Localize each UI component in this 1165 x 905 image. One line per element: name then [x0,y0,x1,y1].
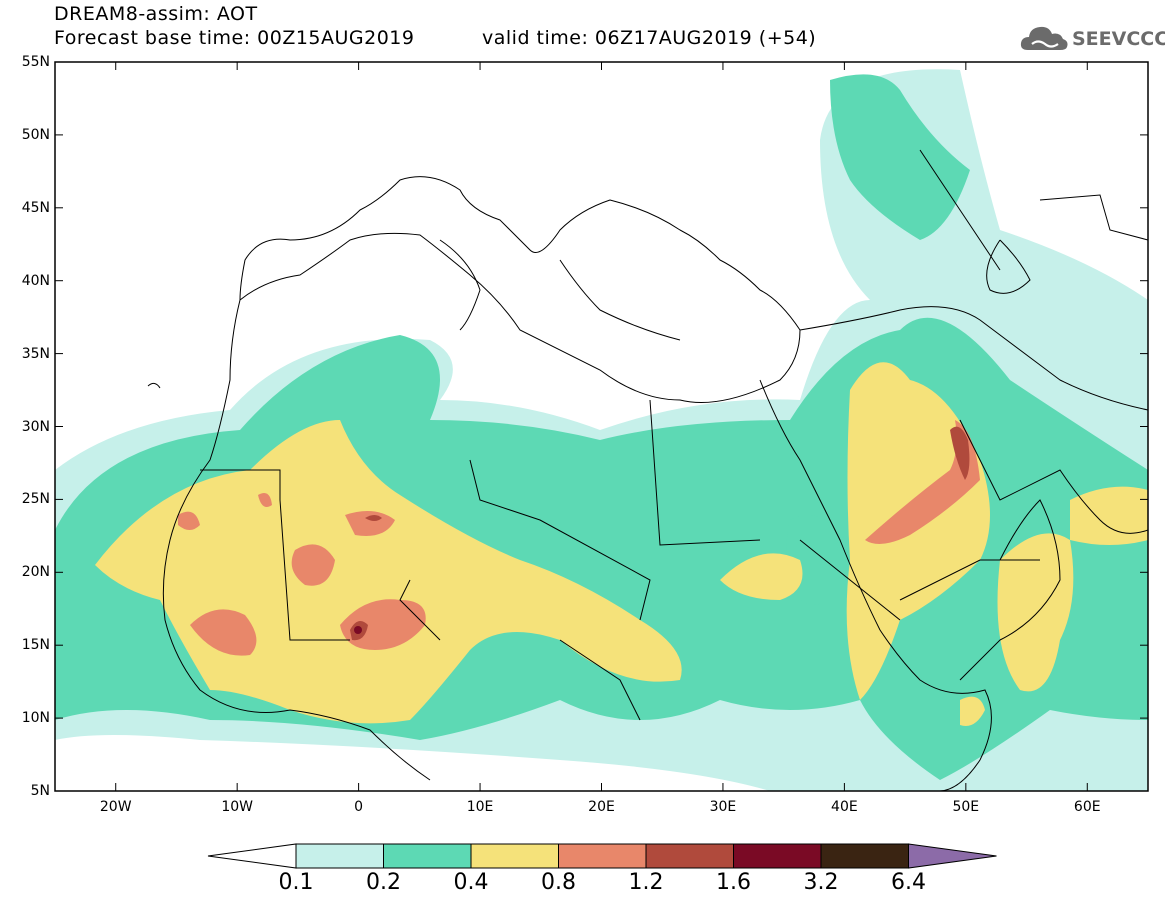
logo-text: SEEVCCC [1072,28,1165,50]
aot-field [55,69,1148,791]
coastlines [147,149,1148,791]
colorbar-level-label: 3.2 [803,870,839,895]
lat-label: 20N [21,564,50,581]
colorbar-under-arrow [207,843,297,869]
colorbar-level-label: 1.2 [628,870,664,895]
colorbar [207,843,997,869]
lat-label: 35N [21,345,50,362]
lon-label: 20W [99,799,132,815]
forecast-base-time: Forecast base time: 00Z15AUG2019 [54,27,415,49]
colorbar-level-label: 0.4 [453,870,489,895]
lon-label: 10W [221,799,253,815]
lon-label: 20E [588,799,615,815]
colorbar-swatch [295,843,384,869]
cloud-icon [1020,26,1068,50]
colorbar-swatch [558,843,647,869]
chart-title: DREAM8-assim: AOT [54,3,258,25]
lon-label: 40E [831,799,858,815]
colorbar-level-label: 1.6 [716,870,751,895]
lat-label: 15N [21,637,50,654]
lat-label: 45N [21,199,50,216]
colorbar-swatch [383,843,472,869]
lat-label: 30N [21,418,50,435]
lat-label: 25N [21,491,50,508]
lon-label: 0 [354,799,364,815]
colorbar-over-arrow [908,843,997,869]
colorbar-level-label: 0.1 [278,870,314,895]
lon-label: 50E [952,799,980,815]
seevccc-logo: SEEVCCC [1018,22,1165,58]
colorbar-swatch [470,843,559,869]
colorbar-level-label: 6.4 [891,870,926,895]
aot-band-1.6 [354,626,362,634]
colorbar-swatch [645,843,734,869]
axis-ticks [55,61,1148,792]
colorbar-swatch [820,843,909,869]
lon-label: 10E [466,799,494,815]
lat-label: 10N [21,710,50,727]
lon-label: 60E [1073,799,1101,815]
colorbar-level-label: 0.8 [541,870,576,895]
lat-label: 55N [21,54,50,70]
colorbar-swatch [733,843,822,869]
colorbar-level-label: 0.2 [366,870,401,895]
lat-label: 40N [21,272,50,289]
lat-label: 50N [21,126,50,143]
valid-time: valid time: 06Z17AUG2019 (+54) [482,27,817,49]
lat-label: 5N [30,783,50,799]
lon-label: 30E [709,799,737,815]
